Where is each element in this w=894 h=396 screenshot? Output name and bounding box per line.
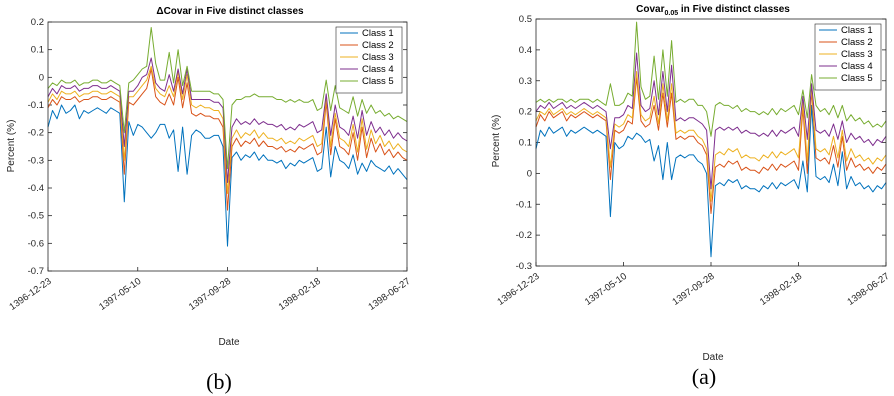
x-tick-label-b: 1396-12-23 <box>7 276 53 313</box>
y-tick-label-b: -0.3 <box>28 155 44 166</box>
chart-title-b: ΔCovar in Five distinct classes <box>156 6 304 17</box>
series-line-class-3-b <box>47 65 408 194</box>
panel-caption-a: (a) <box>692 364 716 389</box>
legend-label-class-2-a: Class 2 <box>841 37 873 48</box>
y-tick-label-a: 0.2 <box>519 107 532 118</box>
series-line-class-4-b <box>47 57 408 183</box>
y-tick-label-b: 0 <box>39 72 44 83</box>
series-line-class-2-a <box>535 77 887 214</box>
x-axis-label-a: Date <box>702 352 724 363</box>
series-line-class-3-a <box>535 71 887 202</box>
panel-caption-b: (b) <box>206 369 232 394</box>
x-tick-label-a: 1396-12-23 <box>495 271 541 308</box>
legend-label-class-3-b: Class 3 <box>362 52 394 63</box>
y-tick-label-b: -0.7 <box>28 266 44 277</box>
plot-frame-a <box>535 18 887 267</box>
x-tick-label-b: 1398-06-27 <box>366 276 412 313</box>
y-axis-a: -0.3 -0.2 -0.1 0 0.1 0.2 0.3 0.4 0.5 <box>516 14 886 272</box>
x-axis-label-b: Date <box>218 337 240 348</box>
series-lines-a <box>535 21 887 258</box>
series-line-class-4-a <box>535 52 887 190</box>
y-tick-label-a: -0.1 <box>516 199 532 210</box>
legend-label-class-4-a: Class 4 <box>841 61 873 72</box>
x-tick-label-b: 1397-05-10 <box>97 276 143 313</box>
legend-box-b <box>335 26 403 94</box>
x-tick-label-a: 1398-06-27 <box>845 271 891 308</box>
y-tick-label-b: -0.6 <box>28 238 44 249</box>
y-tick-label-a: 0.5 <box>519 14 532 25</box>
y-tick-label-a: 0 <box>527 168 532 179</box>
x-axis-b: 1396-12-23 1397-05-10 1397-09-28 1398-02-18… <box>7 267 413 313</box>
series-line-class-2-b <box>47 68 408 211</box>
x-tick-label-a: 1397-05-10 <box>583 271 629 308</box>
y-tick-label-a: 0.3 <box>519 76 532 87</box>
series-line-class-1-b <box>47 104 408 247</box>
x-tick-label-a: 1398-02-18 <box>758 271 804 308</box>
legend-label-class-5-a: Class 5 <box>841 73 873 84</box>
y-tick-label-a: -0.2 <box>516 230 532 241</box>
plot-frame-b <box>47 21 408 272</box>
y-tick-label-b: -0.1 <box>28 100 44 111</box>
y-tick-label-a: 0.4 <box>519 45 532 56</box>
x-tick-label-a: 1397-09-28 <box>670 271 716 308</box>
legend-label-class-5-b: Class 5 <box>362 76 394 87</box>
series-line-class-1-a <box>535 104 887 258</box>
chart-panel-b: ΔCovar in Five distinct classes -0.7 -0.6… <box>6 6 413 394</box>
y-tick-label-a: -0.3 <box>516 261 532 272</box>
legend-label-class-1-a: Class 1 <box>841 25 873 36</box>
series-line-class-5-a <box>535 21 887 137</box>
legend-label-class-2-b: Class 2 <box>362 40 394 51</box>
series-lines-b <box>47 27 408 247</box>
x-tick-label-b: 1398-02-18 <box>277 276 323 313</box>
y-tick-label-b: -0.5 <box>28 211 44 222</box>
chart-title-a-sub: 0.05 <box>665 10 679 17</box>
x-tick-label-b: 1397-09-28 <box>187 276 233 313</box>
legend-label-class-4-b: Class 4 <box>362 64 394 75</box>
y-tick-label-b: -0.4 <box>28 183 44 194</box>
legend-box-a <box>814 23 882 91</box>
chart-title-a-rest: in Five distinct classes <box>678 4 790 15</box>
y-axis-label-b: Percent (%) <box>6 120 17 173</box>
legend-label-class-1-b: Class 1 <box>362 28 394 39</box>
legend-label-class-3-a: Class 3 <box>841 49 873 60</box>
chart-title-a-main: Covar <box>636 4 664 15</box>
y-tick-label-b: -0.2 <box>28 128 44 139</box>
series-line-class-5-b <box>47 27 408 170</box>
y-tick-label-b: 0.1 <box>31 45 44 56</box>
y-tick-label-b: 0.2 <box>31 17 44 28</box>
x-axis-a: 1396-12-23 1397-05-10 1397-09-28 1398-02-18… <box>495 262 892 308</box>
y-tick-label-a: 0.1 <box>519 138 532 149</box>
y-axis-label-a: Percent (%) <box>491 115 502 168</box>
chart-panel-a: Covar0.05 in Five distinct classes -0.3-… <box>491 4 892 389</box>
chart-title-a: Covar0.05 in Five distinct classes <box>636 4 790 17</box>
